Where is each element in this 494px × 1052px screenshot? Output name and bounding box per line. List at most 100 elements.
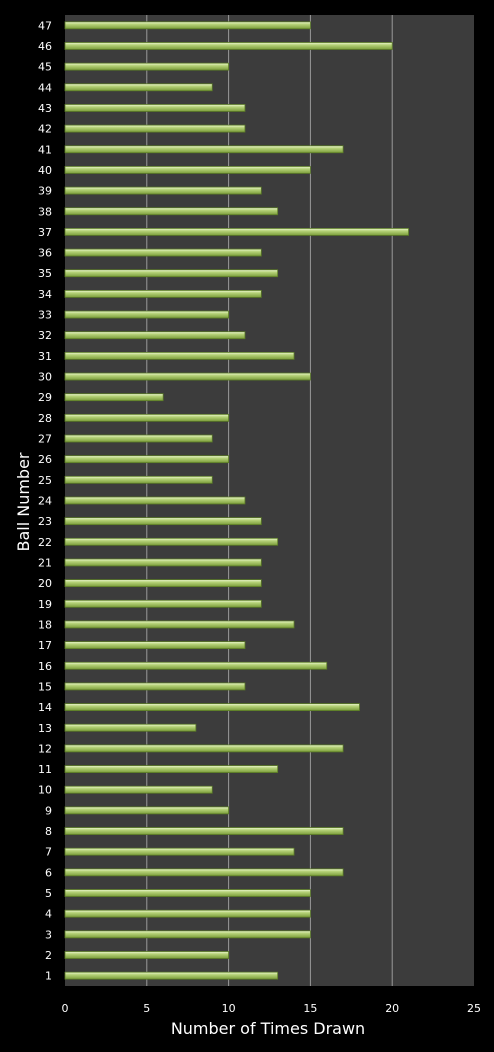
bar-ball-39 — [64, 186, 262, 195]
bar-ball-20 — [64, 579, 262, 588]
y-tick-25: 25 — [38, 474, 52, 487]
y-tick-9: 9 — [45, 804, 52, 817]
bar-ball-37 — [64, 228, 409, 236]
bar-ball-23 — [64, 517, 262, 526]
y-tick-38: 38 — [38, 205, 52, 218]
y-tick-44: 44 — [38, 81, 52, 94]
bar-ball-17 — [64, 641, 246, 650]
y-tick-42: 42 — [38, 123, 52, 136]
y-tick-36: 36 — [38, 247, 52, 260]
y-tick-1: 1 — [45, 970, 52, 983]
bar-ball-14 — [64, 703, 360, 711]
bar-ball-5 — [64, 889, 311, 897]
bar-ball-2 — [64, 951, 230, 959]
y-tick-46: 46 — [38, 40, 52, 53]
bar-ball-21 — [64, 558, 262, 567]
y-tick-5: 5 — [45, 887, 52, 900]
y-tick-11: 11 — [38, 763, 52, 776]
y-tick-29: 29 — [38, 391, 52, 404]
y-tick-21: 21 — [38, 556, 52, 569]
y-tick-27: 27 — [38, 433, 52, 446]
y-tick-39: 39 — [38, 185, 52, 198]
bar-ball-27 — [64, 434, 213, 443]
y-tick-20: 20 — [38, 577, 52, 590]
y-tick-47: 47 — [38, 19, 52, 32]
bar-ball-19 — [64, 599, 262, 608]
y-tick-24: 24 — [38, 495, 52, 508]
y-tick-12: 12 — [38, 742, 52, 755]
bar-ball-22 — [64, 537, 279, 546]
y-tick-30: 30 — [38, 371, 52, 384]
bar-ball-31 — [64, 351, 295, 360]
y-tick-31: 31 — [38, 350, 52, 363]
x-tick-10: 10 — [222, 1002, 236, 1015]
bar-ball-24 — [64, 496, 246, 505]
y-tick-40: 40 — [38, 164, 52, 177]
bar-ball-41 — [64, 145, 344, 154]
y-tick-15: 15 — [38, 680, 52, 693]
bar-ball-44 — [64, 83, 213, 92]
bar-ball-16 — [64, 661, 328, 670]
y-tick-45: 45 — [38, 61, 52, 74]
x-tick-labels: 0 5 10 15 20 25 — [62, 1002, 482, 1015]
bar-ball-8 — [64, 827, 344, 835]
y-tick-37: 37 — [38, 226, 52, 239]
y-tick-14: 14 — [38, 701, 52, 714]
bar-ball-42 — [64, 124, 246, 133]
bar-ball-1 — [64, 971, 279, 980]
y-axis-title: Ball Number — [14, 452, 33, 551]
bars — [64, 21, 409, 980]
y-tick-34: 34 — [38, 288, 52, 301]
bar-ball-9 — [64, 806, 230, 815]
bar-ball-34 — [64, 290, 262, 298]
bar-ball-28 — [64, 413, 230, 422]
bar-ball-45 — [64, 62, 230, 71]
y-tick-4: 4 — [45, 908, 52, 921]
y-tick-10: 10 — [38, 784, 52, 797]
y-tick-23: 23 — [38, 515, 52, 528]
y-tick-41: 41 — [38, 143, 52, 156]
y-tick-33: 33 — [38, 309, 52, 322]
bar-ball-12 — [64, 744, 344, 753]
bar-ball-36 — [64, 248, 262, 257]
x-tick-0: 0 — [62, 1002, 69, 1015]
y-tick-6: 6 — [45, 866, 52, 879]
y-tick-18: 18 — [38, 618, 52, 631]
bar-ball-7 — [64, 847, 295, 856]
y-tick-2: 2 — [45, 949, 52, 962]
y-tick-32: 32 — [38, 329, 52, 342]
bar-ball-10 — [64, 785, 213, 794]
bar-ball-33 — [64, 310, 230, 319]
y-tick-labels: 1234567891011121314151617181920212223242… — [38, 19, 52, 982]
y-tick-43: 43 — [38, 102, 52, 115]
x-tick-25: 25 — [467, 1002, 481, 1015]
y-tick-22: 22 — [38, 536, 52, 549]
y-tick-7: 7 — [45, 846, 52, 859]
bar-ball-35 — [64, 269, 279, 278]
x-tick-5: 5 — [143, 1002, 150, 1015]
bar-ball-38 — [64, 207, 279, 216]
bar-ball-6 — [64, 868, 344, 877]
y-tick-16: 16 — [38, 660, 52, 673]
bar-ball-26 — [64, 455, 230, 464]
y-tick-19: 19 — [38, 598, 52, 611]
bar-ball-13 — [64, 723, 197, 732]
y-tick-26: 26 — [38, 453, 52, 466]
bar-ball-40 — [64, 166, 311, 174]
bar-ball-43 — [64, 104, 246, 112]
bar-ball-46 — [64, 42, 393, 50]
bar-ball-3 — [64, 930, 311, 939]
bar-ball-47 — [64, 21, 311, 30]
bar-ball-32 — [64, 331, 246, 340]
bar-ball-11 — [64, 765, 279, 773]
y-tick-3: 3 — [45, 928, 52, 941]
x-tick-20: 20 — [385, 1002, 399, 1015]
x-tick-15: 15 — [303, 1002, 317, 1015]
y-tick-28: 28 — [38, 412, 52, 425]
bar-ball-18 — [64, 620, 295, 629]
y-tick-35: 35 — [38, 267, 52, 280]
bar-ball-25 — [64, 475, 213, 484]
bar-ball-30 — [64, 372, 311, 381]
bar-ball-15 — [64, 682, 246, 691]
